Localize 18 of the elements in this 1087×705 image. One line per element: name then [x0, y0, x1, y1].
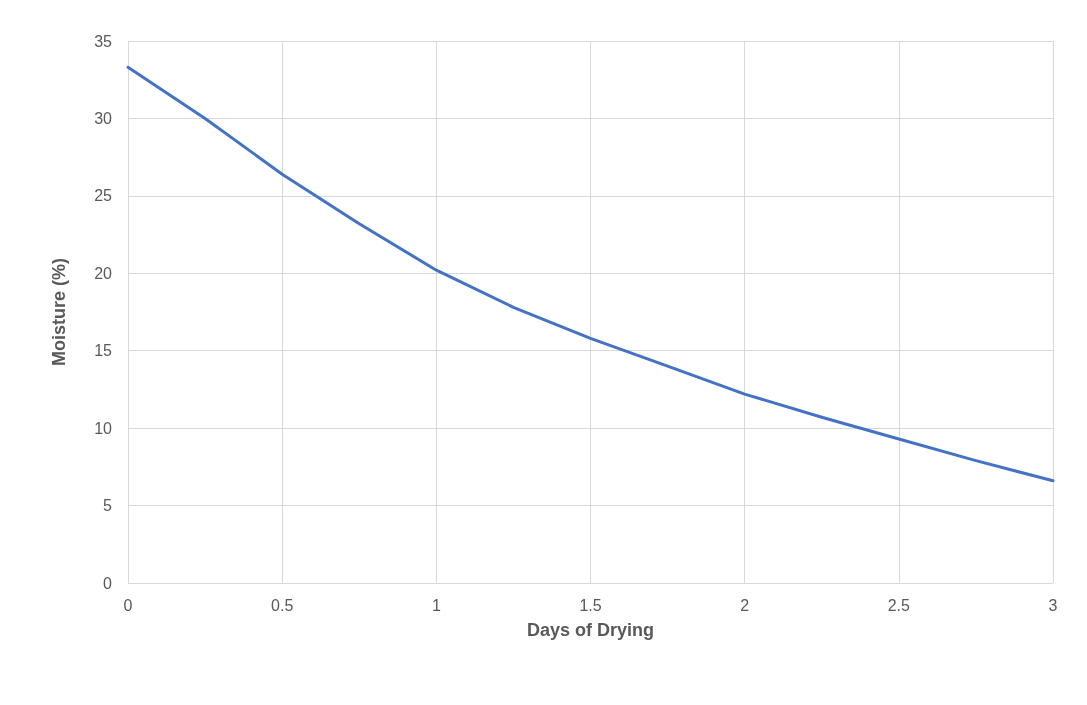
x-tick-label: 2.5 — [887, 596, 911, 614]
y-tick-label: 30 — [94, 109, 113, 127]
y-tick-label: 15 — [94, 342, 113, 360]
y-tick-label: 35 — [94, 32, 113, 50]
x-tick-label: 2 — [740, 596, 750, 614]
y-tick-label: 0 — [103, 574, 113, 592]
y-tick-label: 5 — [103, 497, 113, 515]
x-tick-label: 3 — [1048, 596, 1058, 614]
x-tick-label: 0.5 — [271, 596, 294, 614]
y-tick-label: 20 — [94, 264, 113, 282]
y-tick-label: 10 — [94, 419, 113, 437]
x-axis-title: Days of Drying — [526, 620, 655, 640]
x-tick-label: 1.5 — [579, 596, 602, 614]
line-series — [126, 65, 1055, 483]
x-tick-label: 0 — [123, 596, 133, 614]
x-tick-label: 1 — [431, 596, 441, 614]
y-tick-label: 25 — [94, 187, 113, 205]
y-axis-title: Moisture (%) — [49, 257, 69, 366]
